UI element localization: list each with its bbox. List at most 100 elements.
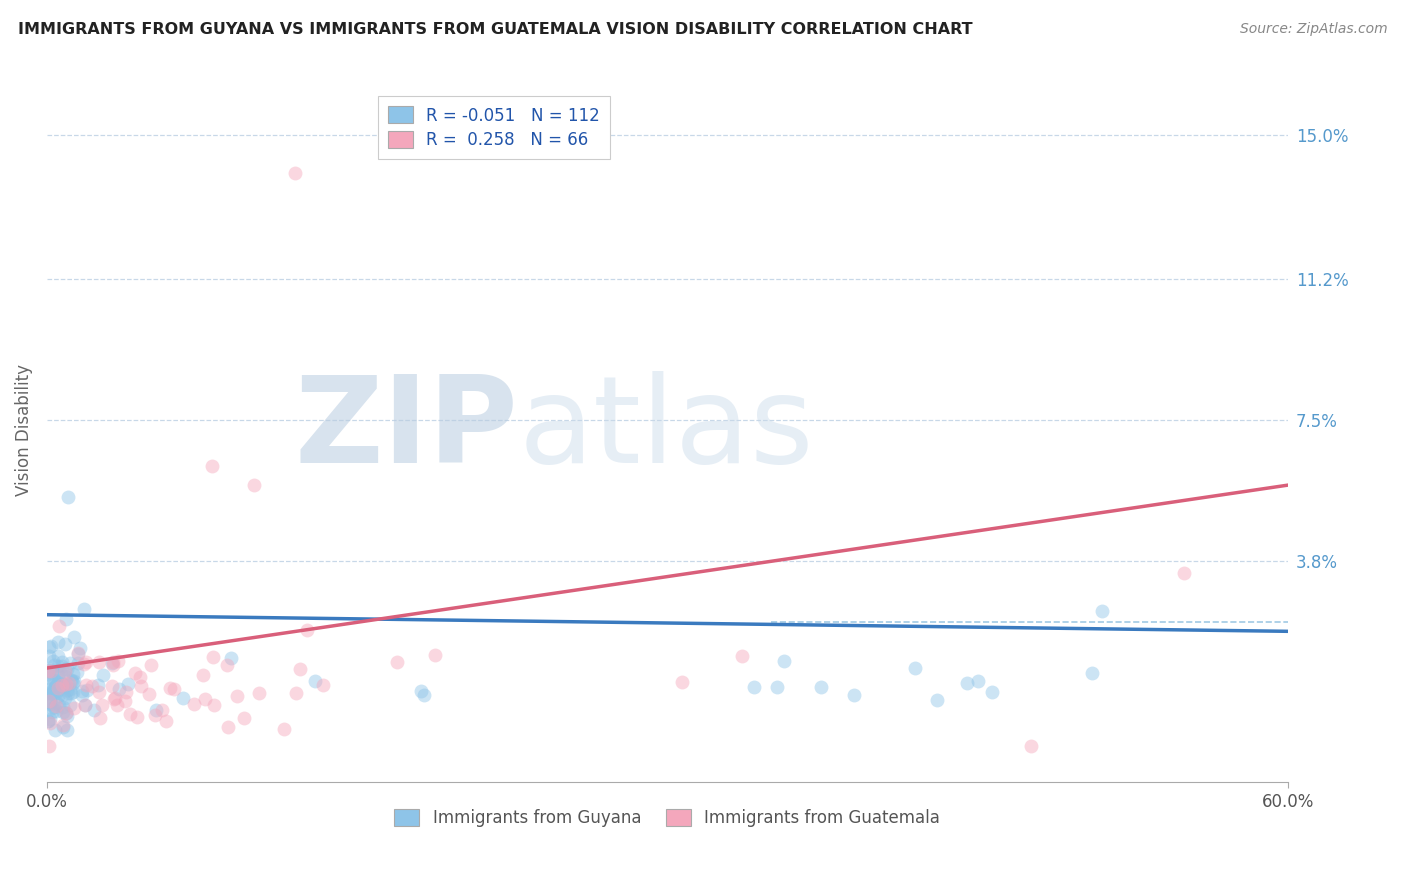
Point bbox=[39, 640, 62, 654]
Point bbox=[904, 661, 927, 675]
Point bbox=[46, 667, 69, 681]
Point bbox=[38, 739, 60, 754]
Point bbox=[39, 672, 62, 686]
Point bbox=[38, 640, 60, 654]
Point bbox=[75, 678, 97, 692]
Point bbox=[37, 714, 59, 728]
Point bbox=[87, 655, 110, 669]
Point bbox=[233, 711, 256, 725]
Point bbox=[56, 662, 79, 676]
Point bbox=[141, 657, 163, 672]
Point bbox=[671, 674, 693, 689]
Point bbox=[66, 647, 89, 661]
Point bbox=[62, 700, 84, 714]
Point bbox=[114, 685, 136, 699]
Point bbox=[38, 682, 60, 697]
Point bbox=[101, 679, 124, 693]
Point bbox=[48, 689, 70, 703]
Point bbox=[37, 663, 59, 677]
Point bbox=[145, 703, 167, 717]
Point bbox=[44, 679, 66, 693]
Point bbox=[129, 670, 152, 684]
Point bbox=[75, 655, 97, 669]
Point bbox=[41, 686, 63, 700]
Point bbox=[70, 688, 93, 702]
Point bbox=[56, 683, 79, 698]
Point bbox=[42, 686, 65, 700]
Point bbox=[172, 691, 194, 706]
Point bbox=[201, 650, 224, 665]
Point bbox=[247, 686, 270, 700]
Point bbox=[1091, 604, 1114, 618]
Point bbox=[37, 667, 59, 681]
Point bbox=[103, 692, 125, 706]
Point bbox=[52, 676, 75, 690]
Point bbox=[73, 602, 96, 616]
Point bbox=[52, 680, 75, 694]
Point bbox=[76, 682, 98, 697]
Point bbox=[46, 681, 69, 696]
Point bbox=[38, 681, 60, 695]
Point bbox=[80, 679, 103, 693]
Point bbox=[194, 692, 217, 706]
Point bbox=[83, 703, 105, 717]
Point bbox=[53, 681, 76, 695]
Point bbox=[42, 683, 65, 698]
Point bbox=[773, 654, 796, 668]
Point bbox=[765, 681, 787, 695]
Point bbox=[42, 685, 65, 699]
Point bbox=[73, 657, 96, 671]
Point bbox=[45, 704, 67, 718]
Point bbox=[53, 691, 76, 706]
Point bbox=[273, 722, 295, 736]
Point bbox=[312, 678, 335, 692]
Point bbox=[37, 667, 59, 681]
Point bbox=[810, 681, 832, 695]
Point bbox=[966, 673, 988, 688]
Point bbox=[295, 624, 318, 638]
Point bbox=[217, 658, 239, 673]
Point bbox=[55, 677, 77, 691]
Point bbox=[37, 686, 59, 700]
Point bbox=[41, 664, 63, 678]
Point bbox=[413, 688, 436, 702]
Point bbox=[48, 665, 70, 679]
Point bbox=[63, 630, 86, 644]
Point bbox=[41, 701, 63, 715]
Point bbox=[45, 686, 67, 700]
Point bbox=[38, 697, 60, 711]
Point bbox=[52, 700, 75, 714]
Point bbox=[217, 720, 239, 734]
Point bbox=[183, 697, 205, 711]
Point bbox=[55, 678, 77, 692]
Point bbox=[52, 720, 75, 734]
Point bbox=[48, 698, 70, 712]
Point bbox=[41, 663, 63, 677]
Point bbox=[120, 706, 142, 721]
Point bbox=[304, 673, 326, 688]
Point bbox=[87, 678, 110, 692]
Point bbox=[46, 683, 69, 698]
Point bbox=[129, 679, 152, 693]
Point bbox=[201, 459, 224, 474]
Text: IMMIGRANTS FROM GUYANA VS IMMIGRANTS FROM GUATEMALA VISION DISABILITY CORRELATIO: IMMIGRANTS FROM GUYANA VS IMMIGRANTS FRO… bbox=[18, 22, 973, 37]
Point bbox=[105, 698, 128, 712]
Point bbox=[159, 681, 181, 695]
Point bbox=[48, 619, 70, 633]
Point bbox=[114, 694, 136, 708]
Point bbox=[423, 648, 446, 663]
Point bbox=[290, 662, 312, 676]
Point bbox=[117, 677, 139, 691]
Point bbox=[108, 681, 131, 696]
Point bbox=[956, 675, 979, 690]
Point bbox=[62, 667, 84, 681]
Point bbox=[138, 687, 160, 701]
Point bbox=[46, 635, 69, 649]
Point bbox=[59, 686, 82, 700]
Point bbox=[55, 612, 77, 626]
Point bbox=[66, 647, 89, 661]
Point bbox=[56, 490, 79, 504]
Point bbox=[46, 675, 69, 690]
Point bbox=[221, 651, 243, 665]
Point bbox=[42, 700, 65, 714]
